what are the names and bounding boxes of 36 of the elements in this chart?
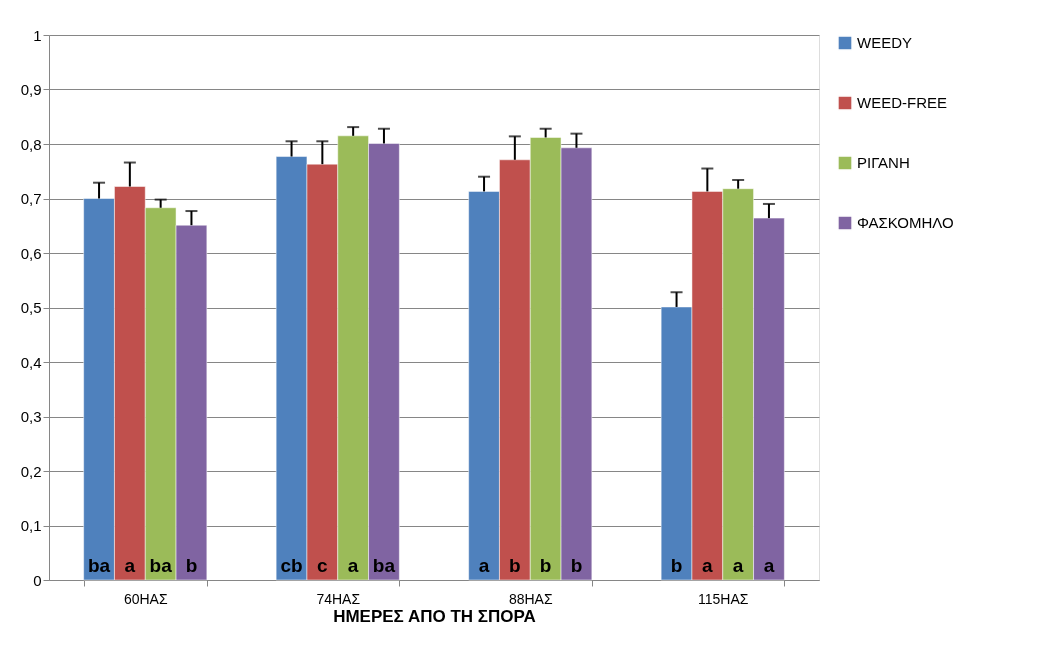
data-label: b [185,555,198,576]
data-label: ba [87,555,111,576]
data-label: ba [372,555,396,576]
y-tick-label: 0,3 [20,408,42,425]
y-tick-label: 0,6 [20,244,42,262]
legend-label: ΦΑΣΚΟΜΗΛΟ [857,214,954,231]
y-tick-label: 1 [33,26,42,44]
data-label: cb [280,555,303,576]
x-tick-label: 115ΗΑΣ [698,590,749,607]
x-tick-label: 74ΗΑΣ [316,590,361,607]
legend-label: WEEDY [857,34,913,51]
legend-label: WEED-FREE [857,94,947,111]
y-tick-label: 0,2 [20,462,42,480]
legend-label: ΡΙΓΑΝΗ [857,154,910,171]
x-tick-label: 88ΗΑΣ [508,590,553,607]
x-axis-title: ΗΜΕΡΕΣ ΑΠΟ ΤΗ ΣΠΟΡΑ [333,606,536,626]
y-tick-label: 0,9 [20,81,42,98]
data-label: b [670,555,683,576]
y-tick-label: 0,4 [20,353,42,371]
y-tick-label: 0 [33,571,42,589]
data-label: a [763,555,775,576]
y-tick-label: 0,7 [20,190,42,207]
data-label: ba [149,555,173,576]
data-label: b [539,555,552,576]
y-tick-label: 0,8 [20,135,42,153]
data-label: a [478,555,490,576]
data-label: b [570,555,583,576]
data-label: a [124,555,136,576]
data-label: a [347,555,359,576]
y-tick-label: 0,5 [20,299,42,316]
y-tick-label: 0,1 [20,517,42,534]
data-label: b [509,555,521,576]
x-tick-label: 60ΗΑΣ [123,590,168,607]
data-label: a [732,555,744,576]
data-label: a [702,555,714,576]
data-label: c [317,555,329,576]
